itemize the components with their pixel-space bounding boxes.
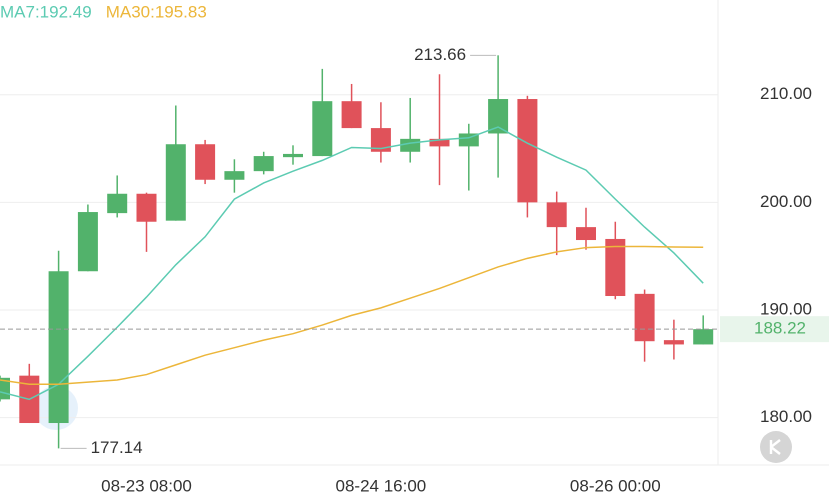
candle-body (429, 138, 450, 147)
y-tick-label: 190.00 (760, 299, 812, 318)
candle-body (663, 340, 684, 345)
candle-body (224, 171, 245, 180)
candle-body (605, 238, 626, 297)
candle-body (195, 144, 216, 180)
candle-body (370, 128, 391, 152)
x-tick-label: 08-23 08:00 (101, 476, 192, 495)
candle-body (165, 144, 186, 221)
max-label: 213.66 (414, 45, 466, 64)
candle-body (107, 193, 128, 214)
plot-area: 180.00 190.00 200.00 210.00 08-23 08:00 08-24… (0, 45, 812, 495)
ma-line (0, 126, 704, 401)
y-tick-label: 200.00 (760, 192, 812, 211)
toggle-icon (769, 439, 781, 455)
candle-body (253, 156, 274, 172)
candle-body (48, 271, 69, 424)
last-price-box (720, 316, 829, 343)
candle-body (517, 99, 538, 203)
candle-body (546, 202, 567, 228)
kline-toggle[interactable] (760, 431, 792, 463)
candle-body (341, 101, 362, 129)
candle-body (0, 377, 10, 400)
candle-body (488, 99, 509, 134)
x-tick-label: 08-24 16:00 (336, 476, 427, 495)
ma-line (0, 245, 704, 386)
candle-body (283, 153, 303, 158)
y-tick-label: 210.00 (760, 84, 812, 103)
last-price-label: 188.22 (754, 319, 806, 338)
legend-entry: MA7:192.49 (0, 2, 92, 21)
candle-body (312, 101, 333, 157)
candle-body (136, 193, 157, 222)
candle-body (693, 329, 714, 345)
candle-body (634, 293, 655, 342)
legend-entry: MA30:195.83 (106, 2, 207, 21)
y-tick-label: 180.00 (760, 407, 812, 426)
toggle-button[interactable] (760, 431, 792, 463)
candle-body (77, 212, 98, 272)
min-label: 177.14 (91, 438, 143, 457)
candle-body (400, 138, 421, 152)
candle-body (576, 227, 596, 241)
x-tick-label: 08-26 00:00 (570, 476, 661, 495)
